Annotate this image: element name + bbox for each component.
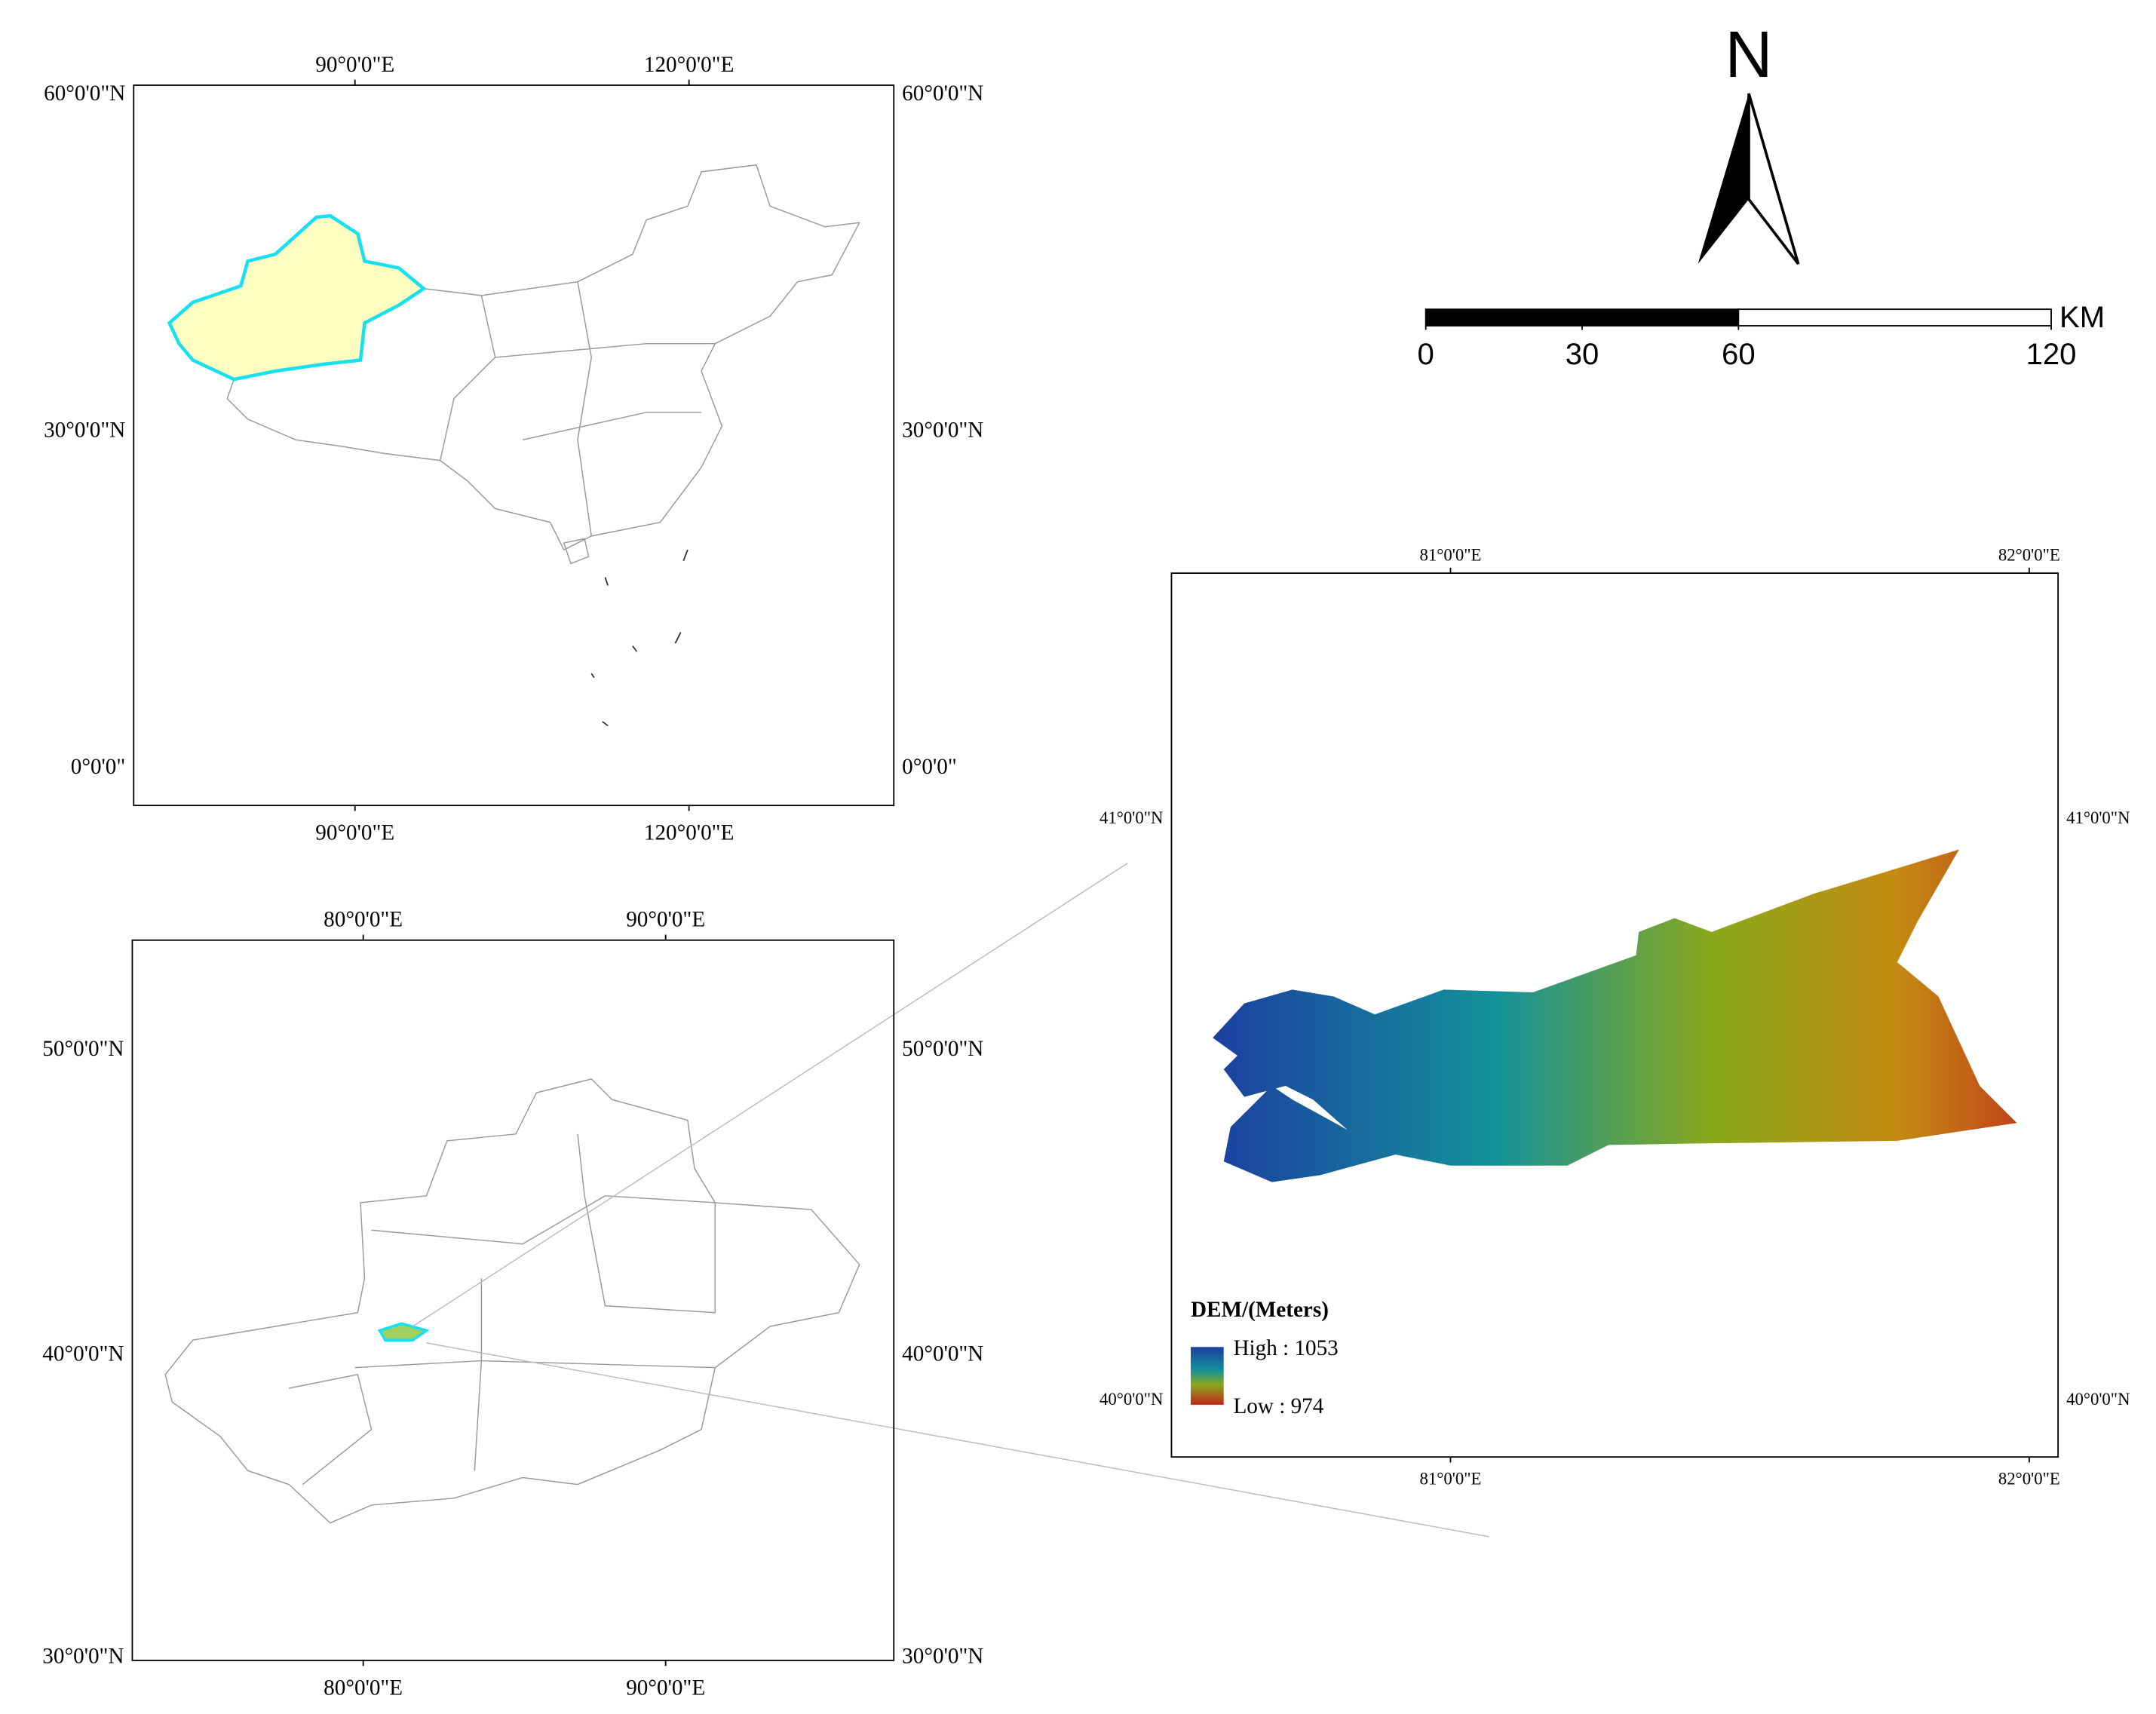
lat-label: 40°0'0"N (1099, 1390, 1163, 1409)
lat-label: 60°0'0"N (902, 81, 983, 106)
lon-label: 90°0'0"E (626, 908, 705, 932)
leader-line (412, 863, 1128, 1327)
north-arrow (1698, 93, 1750, 264)
lon-label: 90°0'0"E (626, 1676, 705, 1700)
scale-bar-white (1737, 308, 2052, 327)
lat-label: 30°0'0"N (902, 1645, 983, 1669)
leader-line (426, 1342, 1489, 1538)
lat-label: 50°0'0"N (902, 1037, 983, 1061)
lon-label: 120°0'0"E (644, 53, 735, 77)
lat-label: 30°0'0"N (44, 419, 125, 443)
lat-label: 41°0'0"N (2066, 808, 2130, 827)
china-map (167, 164, 860, 727)
lon-label: 81°0'0"E (1420, 1470, 1482, 1489)
lon-label: 90°0'0"E (315, 53, 394, 77)
xinjiang-map (164, 1078, 860, 1524)
lat-label: 0°0'0" (902, 755, 957, 779)
lat-label: 40°0'0"N (2066, 1390, 2130, 1409)
scale-bar-black (1425, 308, 1740, 327)
lat-label: 41°0'0"N (1099, 808, 1163, 827)
scale-label: 60 (1722, 338, 1756, 371)
lat-label: 40°0'0"N (42, 1342, 124, 1366)
scale-label: 30 (1566, 338, 1599, 371)
lon-label: 80°0'0"E (324, 1676, 403, 1700)
lat-label: 30°0'0"N (902, 419, 983, 443)
lon-label: 120°0'0"E (644, 821, 735, 845)
lat-label: 40°0'0"N (902, 1342, 983, 1366)
map-frame (1170, 572, 2059, 1458)
lon-label: 80°0'0"E (324, 908, 403, 932)
lon-label: 82°0'0"E (1998, 546, 2060, 565)
scale-unit: KM (2059, 301, 2105, 334)
map-frame (131, 939, 895, 1661)
lon-label: 90°0'0"E (315, 821, 394, 845)
legend-low: Low : 974 (1233, 1394, 1323, 1418)
lat-label: 30°0'0"N (42, 1645, 124, 1669)
dem-region (1213, 849, 2017, 1182)
north-arrow (1747, 93, 1800, 265)
scale-label: 120 (2026, 338, 2077, 371)
scale-label: 0 (1418, 338, 1434, 371)
legend-title: DEM/(Meters) (1191, 1298, 1329, 1322)
legend-ramp (1190, 1347, 1224, 1405)
lat-label: 60°0'0"N (44, 81, 125, 106)
map-frame (133, 84, 895, 807)
lon-label: 82°0'0"E (1998, 1470, 2060, 1489)
lat-label: 0°0'0" (71, 755, 126, 779)
north-label: N (1725, 17, 1772, 91)
lon-label: 81°0'0"E (1420, 546, 1482, 565)
lat-label: 50°0'0"N (42, 1037, 124, 1061)
legend-high: High : 1053 (1233, 1336, 1338, 1360)
